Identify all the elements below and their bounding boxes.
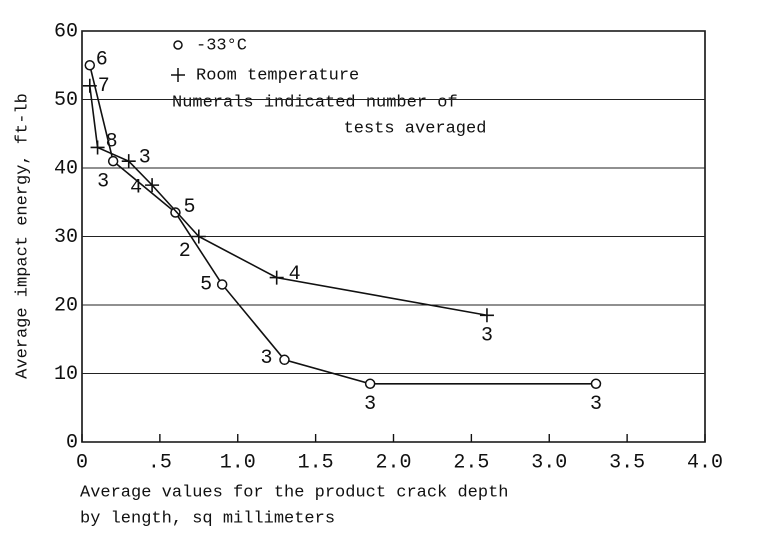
point xyxy=(82,78,97,93)
point xyxy=(269,270,284,285)
point xyxy=(107,155,119,167)
y-tick-label: 20 xyxy=(54,294,78,317)
x-tick-label: 3.5 xyxy=(609,451,645,474)
data-label: 4 xyxy=(130,176,142,199)
y-tick-label: 10 xyxy=(54,363,78,386)
y-tick-label: 0 xyxy=(66,431,78,454)
legend-marker xyxy=(171,68,185,82)
point xyxy=(90,140,105,155)
x-axis-label: Average values for the product crack dep… xyxy=(80,483,508,502)
data-label: 3 xyxy=(97,170,109,193)
x-tick-label: 2.5 xyxy=(453,451,489,474)
x-tick-label: 3.0 xyxy=(531,451,567,474)
legend-marker xyxy=(173,40,183,50)
y-tick-label: 50 xyxy=(54,89,78,112)
annotation: Numerals indicated number of xyxy=(172,93,458,112)
x-tick-label: 4.0 xyxy=(687,451,723,474)
data-label: 3 xyxy=(481,325,493,348)
data-label: 3 xyxy=(139,146,151,169)
data-label: 7 xyxy=(98,75,110,98)
y-tick-label: 30 xyxy=(54,226,78,249)
data-label: 8 xyxy=(106,131,118,154)
point xyxy=(216,279,228,290)
x-tick-label: 1.5 xyxy=(298,451,334,474)
point xyxy=(479,308,494,323)
data-label: 3 xyxy=(590,393,602,416)
x-tick-label: 2.0 xyxy=(375,451,411,474)
point xyxy=(364,378,376,390)
point xyxy=(279,354,290,366)
x-tick-label: 1.0 xyxy=(220,451,256,474)
y-tick-label: 40 xyxy=(54,157,78,180)
data-label: 6 xyxy=(96,49,108,72)
legend-label: -33°C xyxy=(196,36,247,55)
y-axis-label: Average impact energy, ft-lb xyxy=(13,93,32,379)
x-axis-label: by length, sq millimeters xyxy=(80,509,335,528)
data-label: 5 xyxy=(200,274,212,297)
point xyxy=(121,154,136,169)
data-label: 3 xyxy=(260,347,272,370)
legend-label: Room temperature xyxy=(196,66,359,85)
annotation: tests averaged xyxy=(344,119,487,138)
point xyxy=(590,378,602,390)
point xyxy=(191,229,206,244)
data-label: 3 xyxy=(364,393,376,416)
point xyxy=(170,207,181,218)
y-tick-label: 60 xyxy=(54,20,78,43)
data-label: 4 xyxy=(289,263,301,286)
data-label: 5 xyxy=(183,196,195,219)
point xyxy=(84,60,96,71)
legend: -33°C Room temperature Numerals indicate… xyxy=(171,36,486,138)
data-label: 2 xyxy=(179,240,191,263)
x-tick-label: 0 xyxy=(76,451,88,474)
series-line xyxy=(89,65,596,385)
x-tick-label: .5 xyxy=(148,451,172,474)
point xyxy=(145,178,160,193)
